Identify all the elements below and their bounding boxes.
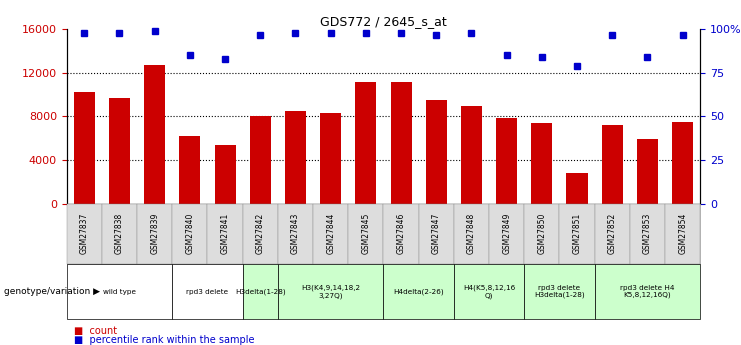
Bar: [602, 125, 622, 204]
Text: GSM27843: GSM27843: [291, 213, 300, 254]
Text: ■  percentile rank within the sample: ■ percentile rank within the sample: [74, 335, 255, 345]
Text: rpd3 delete: rpd3 delete: [187, 288, 228, 295]
Text: GSM27839: GSM27839: [150, 213, 159, 254]
Text: GSM27846: GSM27846: [396, 213, 405, 254]
Text: GSM27849: GSM27849: [502, 213, 511, 254]
Bar: [144, 65, 165, 204]
Text: GSM27852: GSM27852: [608, 213, 617, 254]
Bar: [391, 81, 412, 204]
Text: GSM27844: GSM27844: [326, 213, 335, 254]
Text: GSM27847: GSM27847: [432, 213, 441, 254]
Text: GSM27851: GSM27851: [573, 213, 582, 254]
Bar: [637, 139, 658, 204]
Text: wild type: wild type: [103, 288, 136, 295]
Bar: [531, 123, 553, 204]
Title: GDS772 / 2645_s_at: GDS772 / 2645_s_at: [320, 15, 447, 28]
Text: GSM27840: GSM27840: [185, 213, 194, 254]
Bar: [425, 100, 447, 204]
Text: GSM27841: GSM27841: [221, 213, 230, 254]
Text: GSM27837: GSM27837: [80, 213, 89, 254]
Bar: [320, 113, 341, 204]
Text: H3delta(1-28): H3delta(1-28): [235, 288, 285, 295]
Bar: [566, 173, 588, 204]
Text: GSM27842: GSM27842: [256, 213, 265, 254]
Bar: [672, 122, 694, 204]
Bar: [250, 117, 271, 204]
Text: GSM27838: GSM27838: [115, 213, 124, 254]
Text: GSM27853: GSM27853: [643, 213, 652, 254]
Bar: [285, 111, 306, 204]
Text: rpd3 delete H4
K5,8,12,16Q): rpd3 delete H4 K5,8,12,16Q): [620, 285, 675, 298]
Bar: [496, 118, 517, 204]
Bar: [179, 136, 200, 204]
Text: ■  count: ■ count: [74, 326, 117, 336]
Text: GSM27850: GSM27850: [537, 213, 546, 254]
Text: rpd3 delete
H3delta(1-28): rpd3 delete H3delta(1-28): [534, 285, 585, 298]
Text: H4delta(2-26): H4delta(2-26): [393, 288, 444, 295]
Text: GSM27845: GSM27845: [362, 213, 370, 254]
Text: H3(K4,9,14,18,2
3,27Q): H3(K4,9,14,18,2 3,27Q): [301, 285, 360, 298]
Text: GSM27848: GSM27848: [467, 213, 476, 254]
Text: H4(K5,8,12,16
Q): H4(K5,8,12,16 Q): [463, 285, 515, 298]
Bar: [461, 106, 482, 204]
Text: genotype/variation ▶: genotype/variation ▶: [4, 287, 100, 296]
Bar: [215, 145, 236, 204]
Bar: [73, 92, 95, 204]
Text: GSM27854: GSM27854: [678, 213, 687, 254]
Bar: [356, 81, 376, 204]
Bar: [109, 98, 130, 204]
